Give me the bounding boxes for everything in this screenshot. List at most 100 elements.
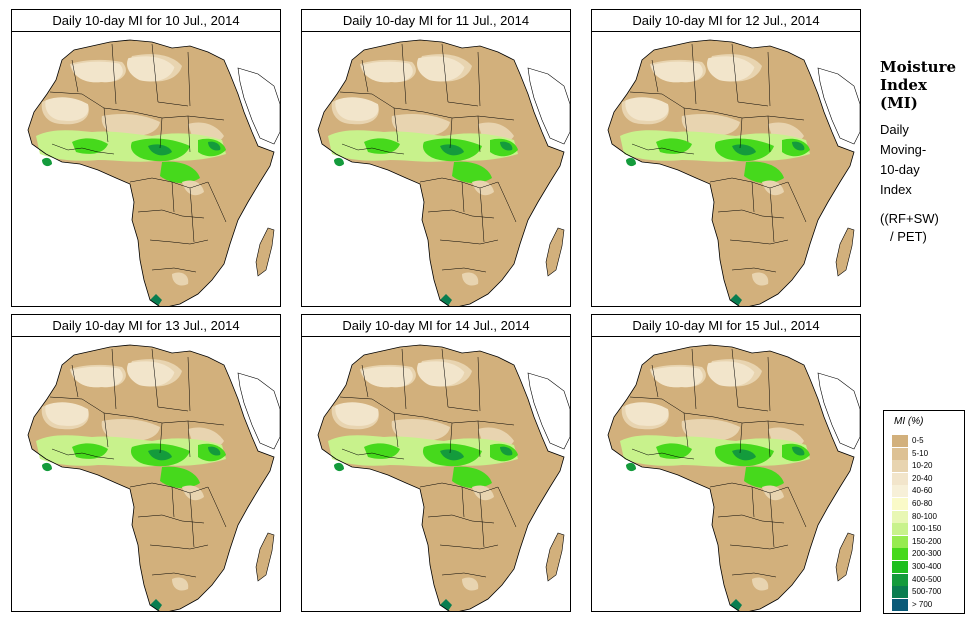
legend-label: 150-200 xyxy=(912,536,942,546)
country-border xyxy=(441,267,487,273)
very-dry-core xyxy=(651,366,703,388)
very-wet-core xyxy=(732,449,756,461)
madagascar xyxy=(545,532,565,582)
arabia-outline xyxy=(527,67,570,145)
africa-landmass xyxy=(318,40,564,306)
country-border xyxy=(683,412,689,448)
africa-landmass xyxy=(608,345,854,611)
country-border xyxy=(439,544,499,550)
very-wet-core xyxy=(500,141,513,151)
madagascar xyxy=(255,532,275,582)
map-panel: Daily 10-day MI for 11 Jul., 2014 xyxy=(301,9,571,307)
country-border xyxy=(729,544,789,550)
country-border xyxy=(683,107,689,143)
wet-core xyxy=(452,466,492,489)
country-border xyxy=(427,209,495,219)
country-border xyxy=(629,396,715,418)
country-border xyxy=(401,348,407,410)
very-wet-core xyxy=(626,462,636,472)
country-border xyxy=(439,239,499,245)
country-border xyxy=(423,416,515,426)
very-dry-core xyxy=(71,366,123,388)
description-line: Index xyxy=(880,182,912,197)
country-border xyxy=(497,486,517,528)
very-dry-core xyxy=(335,402,379,426)
map-svg xyxy=(317,39,570,306)
africa-landmass xyxy=(318,345,564,611)
dry-zone-patch xyxy=(681,419,740,442)
country-border xyxy=(49,91,135,113)
country-border xyxy=(441,572,487,578)
country-border xyxy=(49,396,135,418)
country-border xyxy=(151,572,197,578)
map-svg xyxy=(27,344,280,611)
country-border xyxy=(133,416,225,426)
country-border xyxy=(393,412,399,448)
country-border xyxy=(171,181,175,213)
country-border xyxy=(717,209,785,219)
wet-core xyxy=(364,138,400,154)
country-border xyxy=(767,51,771,107)
country-border xyxy=(151,348,189,412)
country-border xyxy=(71,59,79,93)
wet-core xyxy=(744,161,784,184)
country-border xyxy=(479,492,485,548)
coastline xyxy=(27,39,275,306)
very-dry-core xyxy=(707,56,755,82)
africa-mi-map xyxy=(301,31,571,307)
country-border xyxy=(171,486,175,518)
dry-zone-patch xyxy=(752,577,769,591)
map-panel: Daily 10-day MI for 15 Jul., 2014 xyxy=(591,314,861,612)
wet-core xyxy=(364,443,400,459)
map-svg xyxy=(317,344,570,611)
country-border xyxy=(149,544,209,550)
very-wet-core xyxy=(626,157,636,167)
dry-zone-patch xyxy=(391,419,450,442)
panel-title: Daily 10-day MI for 10 Jul., 2014 xyxy=(11,9,281,33)
cape-wet-spot xyxy=(440,599,452,611)
map-panel: Daily 10-day MI for 13 Jul., 2014 xyxy=(11,314,281,612)
index-description: Moisture Index (MI) Daily Moving- 10-day… xyxy=(880,58,970,246)
legend-label: 20-40 xyxy=(912,473,933,483)
very-wet-core xyxy=(42,462,52,472)
country-border xyxy=(393,107,399,143)
color-legend: MI (%) 0-5 5-10 10-20 20-40 40-60 60-80 80-100… xyxy=(883,410,965,614)
dry-zone-patch xyxy=(172,577,189,591)
very-dry-core xyxy=(417,56,465,82)
coastline xyxy=(317,39,565,306)
dry-zone-patch xyxy=(752,272,769,286)
legend-label: 200-300 xyxy=(912,549,942,559)
arabia-outline xyxy=(527,372,570,450)
legend-label: 100-150 xyxy=(912,524,942,534)
legend-swatch xyxy=(892,460,908,473)
very-dry-core xyxy=(361,61,413,83)
madagascar xyxy=(835,227,855,277)
country-border xyxy=(651,59,659,93)
africa-landmass xyxy=(28,40,274,306)
panel-title: Daily 10-day MI for 12 Jul., 2014 xyxy=(591,9,861,33)
country-border xyxy=(103,412,109,448)
legend-swatch xyxy=(892,435,908,447)
panel-title: Daily 10-day MI for 14 Jul., 2014 xyxy=(301,314,571,338)
country-border xyxy=(111,348,117,410)
country-border xyxy=(497,181,517,223)
very-dry-core xyxy=(45,402,89,426)
africa-mi-map xyxy=(301,336,571,612)
country-border xyxy=(137,514,205,524)
africa-mi-map xyxy=(11,31,281,307)
coastline xyxy=(607,39,855,306)
country-border xyxy=(449,422,453,454)
map-panel: Daily 10-day MI for 14 Jul., 2014 xyxy=(301,314,571,612)
country-border xyxy=(427,514,495,524)
country-border xyxy=(729,239,789,245)
cape-wet-spot xyxy=(730,599,742,611)
africa-landmass xyxy=(608,40,854,306)
country-border xyxy=(767,356,771,412)
country-border xyxy=(339,396,425,418)
country-border xyxy=(769,187,775,243)
country-border xyxy=(401,43,407,105)
dry-zone-patch xyxy=(182,180,204,196)
legend-swatch xyxy=(892,573,908,586)
country-border xyxy=(751,181,755,213)
very-dry-core xyxy=(361,366,413,388)
